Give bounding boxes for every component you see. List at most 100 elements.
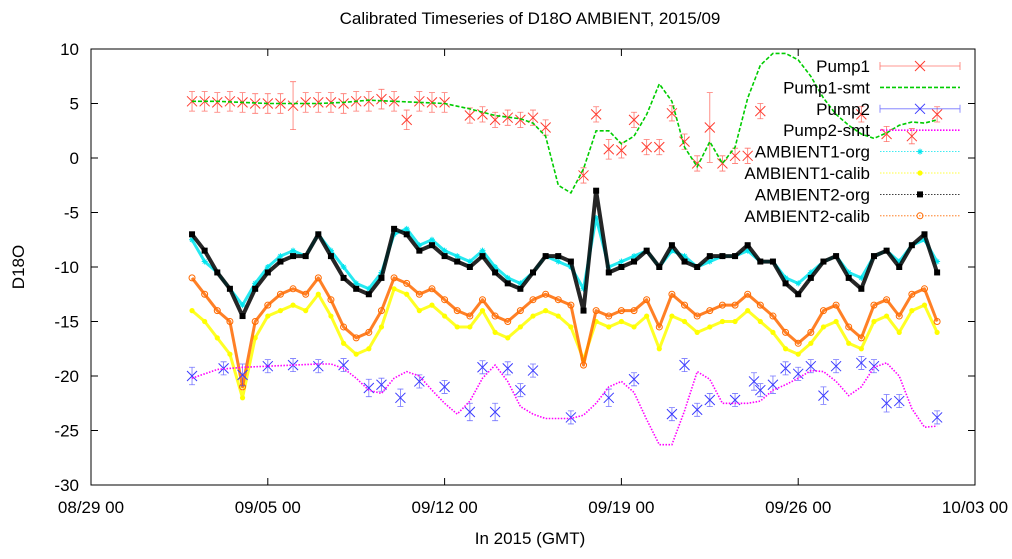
pump2-point xyxy=(704,394,716,406)
pump2-point xyxy=(679,359,690,371)
legend-label: Pump2 xyxy=(816,100,870,119)
pump2-point xyxy=(792,368,804,380)
series-pump2-smt xyxy=(191,361,938,446)
legend-label: AMBIENT1-org xyxy=(755,143,870,162)
pump1-point xyxy=(515,114,526,126)
pump1-point xyxy=(300,97,312,108)
ambient2-calib-point xyxy=(441,296,449,304)
pump1-point xyxy=(906,130,918,142)
series-pump1-smt xyxy=(192,52,938,195)
x-tick-label: 09/19 00 xyxy=(588,498,654,517)
pump1-point xyxy=(287,100,299,112)
ambient2-calib-point xyxy=(744,290,752,298)
ambient2-org-trace xyxy=(190,188,939,318)
legend: Pump1 Pump1-smt Pump2 Pump2-smt AMBIENT1-org… xyxy=(744,57,961,226)
pump2-point xyxy=(893,395,905,407)
ambient2-calib-point xyxy=(845,323,853,331)
pump2-point xyxy=(413,376,425,387)
pump2-point xyxy=(628,373,640,385)
pump2-point xyxy=(439,381,450,393)
pump2-point xyxy=(395,392,406,404)
pump2-point xyxy=(666,408,678,420)
pump2-point xyxy=(565,412,577,423)
series-ambient1-calib xyxy=(189,286,940,401)
legend-label: AMBIENT2-org xyxy=(755,185,870,204)
legend-item-ambient2-calib: AMBIENT2-calib xyxy=(744,207,960,226)
pump2-point xyxy=(818,390,829,401)
pump1-point xyxy=(628,114,640,126)
legend-label: AMBIENT1-calib xyxy=(744,164,870,183)
plot-frame xyxy=(90,48,976,486)
pump1-point xyxy=(388,95,400,107)
ambient2-calib-point xyxy=(756,301,764,309)
pump2-point xyxy=(754,384,766,396)
legend-item-ambient1-org: AMBIENT1-org xyxy=(755,143,960,162)
legend-label: Pump1-smt xyxy=(783,78,870,97)
pump1-point xyxy=(527,112,539,124)
y-tick-label: 0 xyxy=(70,149,79,168)
pump1-point xyxy=(704,122,716,133)
pump1-point xyxy=(578,170,589,181)
pump1-point xyxy=(855,109,867,120)
pump2-point xyxy=(502,363,514,374)
ambient1-calib-trace xyxy=(191,287,939,400)
legend-marker xyxy=(914,103,926,115)
pump1-point xyxy=(275,98,286,109)
pump2-smt-line xyxy=(191,361,938,446)
ambient2-calib-point xyxy=(201,290,209,298)
legend-item-pump2-smt: Pump2-smt xyxy=(783,121,960,140)
legend-marker xyxy=(917,148,923,155)
chart-title: Calibrated Timeseries of D18O AMBIENT, 2… xyxy=(340,9,721,28)
pump1-point xyxy=(363,95,375,107)
pump1-point xyxy=(742,150,754,162)
pump1-point xyxy=(666,107,678,119)
pump2-point xyxy=(186,370,198,382)
pump2-point xyxy=(830,360,842,372)
axis-ticks: 08/29 00 09/05 00 09/12 00 09/19 00 09/26 00… xyxy=(54,40,1008,517)
y-tick-label: -10 xyxy=(54,258,79,277)
series-pump2 xyxy=(186,355,943,425)
pump1-point xyxy=(312,97,324,108)
ambient1-org-point xyxy=(189,236,196,243)
x-tick-label: 09/26 00 xyxy=(765,498,831,517)
ambient2-calib-point xyxy=(188,274,196,282)
y-tick-label: -30 xyxy=(54,476,79,495)
pump1-point xyxy=(401,114,413,126)
legend-marker xyxy=(916,212,924,220)
legend-label: Pump2-smt xyxy=(783,121,870,140)
x-tick-label: 10/03 00 xyxy=(942,498,1008,517)
y-tick-label: -20 xyxy=(54,367,79,386)
pump2-point xyxy=(262,360,274,372)
pump1-point xyxy=(540,122,551,133)
pump1-point xyxy=(931,109,943,120)
ambient2-calib-point xyxy=(681,301,689,309)
pump1-point xyxy=(464,110,476,121)
y-tick-label: 5 xyxy=(70,95,79,114)
legend-label: Pump1 xyxy=(816,57,870,76)
pump1-point xyxy=(616,145,627,156)
ambient2-calib-point xyxy=(478,296,486,304)
pump1-point xyxy=(754,105,766,117)
series-ambient2-calib xyxy=(188,274,941,391)
pump2-point xyxy=(338,359,349,371)
pump2-point xyxy=(237,369,248,381)
pump2-point xyxy=(931,412,943,423)
ambient2-calib-point xyxy=(213,307,221,315)
pump1-point xyxy=(679,136,690,148)
pump2-point xyxy=(805,360,817,372)
pump1-point xyxy=(641,141,653,153)
pump2-point xyxy=(868,360,880,372)
ambient2-calib-point xyxy=(794,339,802,347)
pump1-smt-line xyxy=(192,52,938,195)
pump2-point xyxy=(527,365,539,376)
ambient2-calib-point xyxy=(516,307,524,315)
pump2-point xyxy=(477,361,488,373)
pump2-point xyxy=(780,363,791,374)
pump1-point xyxy=(376,93,387,105)
pump1-point xyxy=(439,97,450,108)
legend-marker xyxy=(914,60,926,72)
pump2-point xyxy=(464,406,476,418)
pump2-point xyxy=(363,382,375,394)
legend-label: AMBIENT2-calib xyxy=(744,207,870,226)
